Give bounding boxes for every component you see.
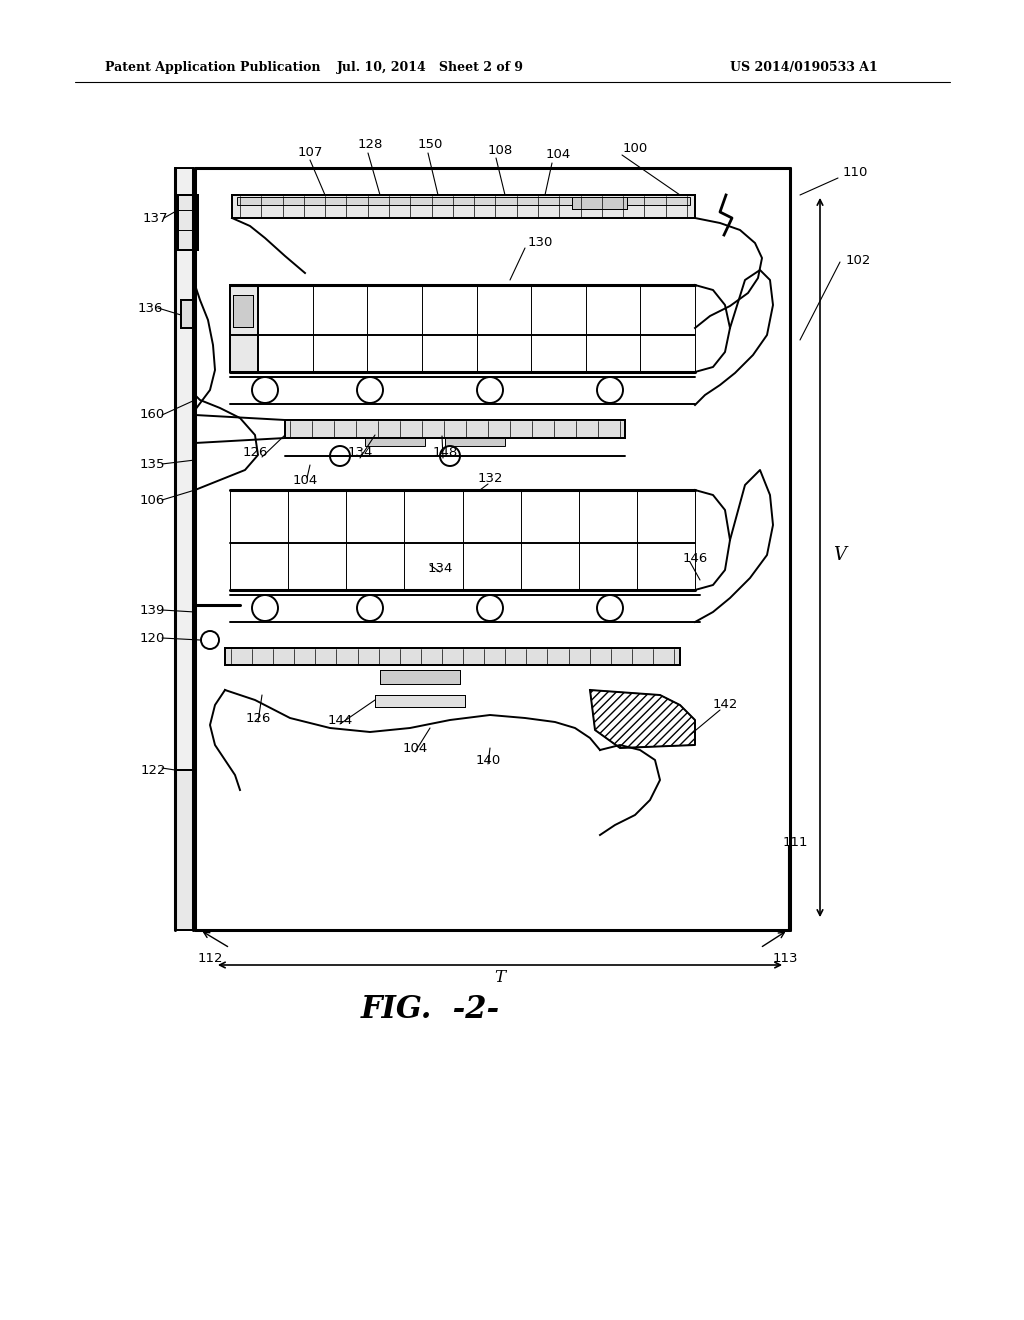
Bar: [175, 168, 193, 931]
Text: 106: 106: [139, 494, 165, 507]
Text: V: V: [834, 546, 847, 564]
Bar: [232, 195, 695, 218]
Text: 108: 108: [487, 144, 513, 157]
Text: 136: 136: [137, 301, 163, 314]
Text: 104: 104: [402, 742, 428, 755]
Bar: [225, 648, 680, 665]
Text: T: T: [495, 969, 506, 986]
Bar: [285, 420, 625, 438]
Text: 112: 112: [198, 952, 223, 965]
Bar: [365, 438, 425, 446]
Text: 126: 126: [246, 711, 270, 725]
Text: 132: 132: [477, 471, 503, 484]
Bar: [233, 294, 253, 327]
Polygon shape: [590, 690, 695, 748]
Text: 104: 104: [293, 474, 317, 487]
Text: 110: 110: [843, 165, 867, 178]
Text: 126: 126: [243, 446, 267, 459]
Bar: [380, 671, 460, 684]
Text: 128: 128: [357, 139, 383, 152]
Text: 139: 139: [139, 603, 165, 616]
Bar: [230, 285, 258, 372]
Text: 107: 107: [297, 145, 323, 158]
Bar: [237, 197, 690, 205]
Text: 111: 111: [782, 837, 808, 850]
Text: 120: 120: [139, 631, 165, 644]
Text: 113: 113: [772, 952, 798, 965]
Bar: [178, 195, 198, 249]
Bar: [572, 197, 627, 209]
Bar: [233, 294, 253, 327]
Bar: [181, 300, 195, 327]
Text: 122: 122: [140, 763, 166, 776]
Text: US 2014/0190533 A1: US 2014/0190533 A1: [730, 62, 878, 74]
Bar: [572, 197, 627, 209]
Text: 150: 150: [418, 139, 442, 152]
Bar: [225, 648, 680, 665]
Text: Patent Application Publication: Patent Application Publication: [105, 62, 321, 74]
Bar: [178, 195, 198, 249]
Text: 100: 100: [623, 141, 647, 154]
Bar: [230, 285, 258, 372]
Bar: [445, 438, 505, 446]
Text: 102: 102: [846, 253, 870, 267]
Bar: [285, 420, 625, 438]
Text: Jul. 10, 2014   Sheet 2 of 9: Jul. 10, 2014 Sheet 2 of 9: [337, 62, 523, 74]
Text: 146: 146: [682, 552, 708, 565]
Bar: [232, 195, 695, 218]
Text: 142: 142: [713, 698, 737, 711]
Bar: [175, 168, 193, 931]
Text: 134: 134: [427, 561, 453, 574]
Text: 137: 137: [142, 211, 168, 224]
Text: 130: 130: [527, 235, 553, 248]
Text: 160: 160: [139, 408, 165, 421]
Text: 104: 104: [546, 149, 570, 161]
Text: FIG.  -2-: FIG. -2-: [360, 994, 500, 1026]
Text: 148: 148: [432, 446, 458, 458]
Bar: [375, 696, 465, 708]
Text: 144: 144: [328, 714, 352, 726]
Text: 140: 140: [475, 754, 501, 767]
Bar: [175, 770, 195, 931]
Text: 135: 135: [139, 458, 165, 470]
Bar: [375, 696, 465, 708]
Bar: [181, 300, 195, 327]
Text: 134: 134: [347, 446, 373, 458]
Bar: [175, 770, 195, 931]
Bar: [380, 671, 460, 684]
